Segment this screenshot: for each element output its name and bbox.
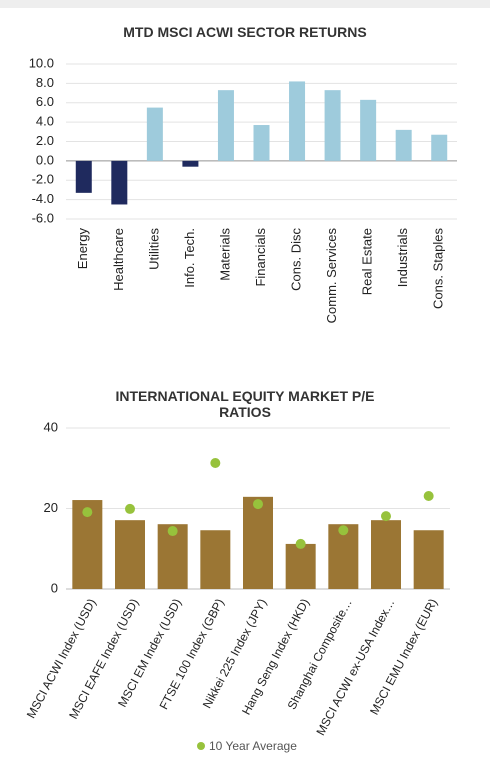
bar — [285, 543, 316, 589]
x-tick-label: Industrials — [395, 228, 410, 288]
average-dot — [338, 525, 349, 536]
x-tick-label: Healthcare — [111, 228, 126, 291]
bar — [431, 134, 448, 161]
bar — [243, 496, 273, 589]
bar — [371, 520, 401, 589]
y-tick-label: -2.0 — [32, 172, 54, 187]
bar — [111, 160, 128, 205]
average-dot — [125, 503, 135, 514]
x-tick-label: Info. Tech. — [182, 228, 197, 288]
x-tick-label: Financials — [253, 228, 268, 287]
bar — [75, 160, 92, 193]
chart-title: INTERNATIONAL EQUITY MARKET P/E RATIOS — [115, 388, 375, 420]
y-tick-label: 6.0 — [36, 94, 54, 109]
bar — [200, 530, 231, 589]
y-tick-label: 8.0 — [36, 75, 54, 90]
y-tick-label: 0 — [51, 580, 58, 595]
y-tick-label: 2.0 — [36, 133, 54, 148]
y-tick-label: -6.0 — [32, 210, 54, 225]
bar — [289, 81, 306, 161]
x-tick-label: Real Estate — [360, 228, 375, 295]
x-tick-label: Cons. Staples — [431, 228, 446, 309]
bar — [413, 530, 444, 589]
chart-title: MTD MSCI ACWI SECTOR RETURNS — [123, 24, 367, 40]
average-dot — [295, 538, 306, 549]
y-tick-label: 4.0 — [36, 114, 54, 129]
legend-label: 10 Year Average — [209, 739, 297, 753]
x-tick-label: Utilities — [146, 228, 161, 270]
x-tick-label: Materials — [217, 228, 232, 281]
x-tick-label: Energy — [75, 228, 90, 270]
bar — [115, 520, 145, 589]
x-tick-label: Comm. Services — [324, 228, 339, 324]
bar — [253, 125, 270, 161]
bar — [324, 90, 341, 161]
average-dot — [423, 491, 434, 502]
x-tick-label: Cons. Disc — [288, 228, 303, 291]
y-tick-label: 20 — [44, 500, 58, 515]
average-dot — [167, 526, 178, 537]
legend-marker — [197, 742, 205, 750]
bar — [360, 99, 377, 161]
bar — [395, 129, 412, 161]
average-dot — [210, 458, 221, 469]
average-dot — [381, 511, 391, 522]
top-bar — [0, 0, 490, 8]
x-tick-label: MSCI ACWI ex-USA Index… — [313, 596, 397, 737]
y-tick-label: 40 — [44, 419, 58, 434]
bar — [146, 107, 163, 161]
average-dot — [82, 507, 93, 518]
average-dot — [253, 499, 263, 510]
y-tick-label: -4.0 — [32, 191, 54, 206]
y-tick-label: 10.0 — [29, 55, 54, 70]
y-tick-label: 0.0 — [36, 152, 54, 167]
bar — [182, 160, 199, 167]
bar — [217, 90, 234, 161]
